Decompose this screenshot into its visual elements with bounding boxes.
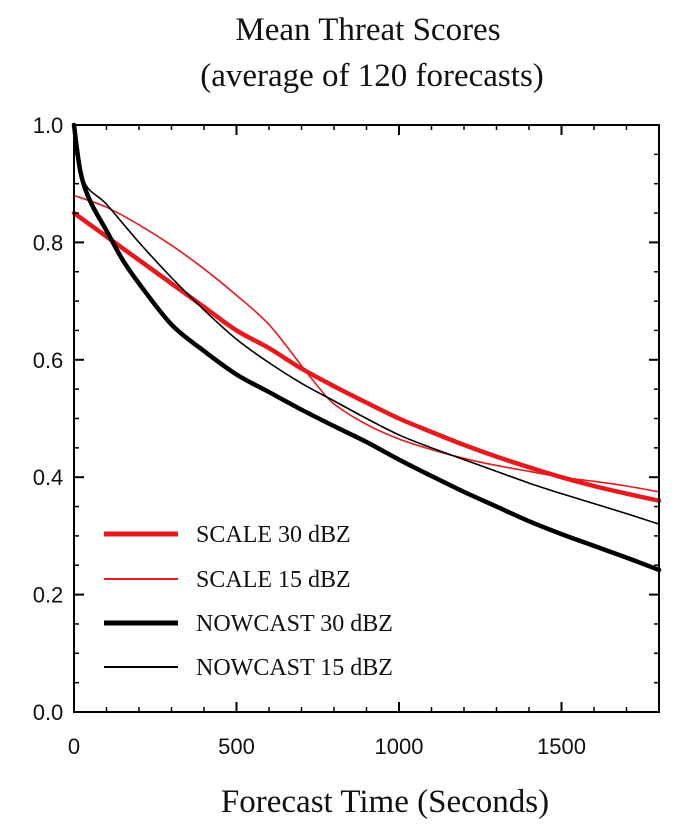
legend-label-nowcast-30-dbz: NOWCAST 30 dBZ xyxy=(196,611,393,637)
series-line-nowcast-30-dbz xyxy=(71,122,662,573)
y-tick-label: 1.0 xyxy=(33,113,64,138)
y-tick-label: 0.4 xyxy=(33,465,64,490)
series-layer xyxy=(71,122,662,573)
x-axis-label: Forecast Time (Seconds) xyxy=(221,784,549,820)
y-tick-label: 0.6 xyxy=(33,348,64,373)
series-line-scale-30-dbz xyxy=(71,210,662,503)
legend-label-scale-15-dbz: SCALE 15 dBZ xyxy=(196,567,351,593)
legend: SCALE 30 dBZ SCALE 15 dBZ NOWCAST 30 dBZ NO… xyxy=(104,522,393,681)
chart-title: Mean Threat Scores xyxy=(235,12,500,48)
y-tick-label: 0.0 xyxy=(33,700,64,725)
y-tick-label: 0.8 xyxy=(33,230,64,255)
y-tick-label: 0.2 xyxy=(33,583,64,608)
x-tick-label: 1000 xyxy=(375,734,424,759)
series-line-scale-15-dbz xyxy=(73,194,660,493)
chart-subtitle: (average of 120 forecasts) xyxy=(200,58,544,94)
x-tick-label: 0 xyxy=(68,734,80,759)
legend-label-nowcast-15-dbz: NOWCAST 15 dBZ xyxy=(196,655,393,681)
series-line-nowcast-15-dbz xyxy=(73,124,660,525)
legend-label-scale-30-dbz: SCALE 30 dBZ xyxy=(196,522,351,548)
x-tick-label: 500 xyxy=(218,734,255,759)
x-tick-label: 1500 xyxy=(537,734,586,759)
ticks-layer: 0 500 1000 1500 0.0 0.2 0.4 0.6 0.8 1.0 xyxy=(33,113,659,759)
